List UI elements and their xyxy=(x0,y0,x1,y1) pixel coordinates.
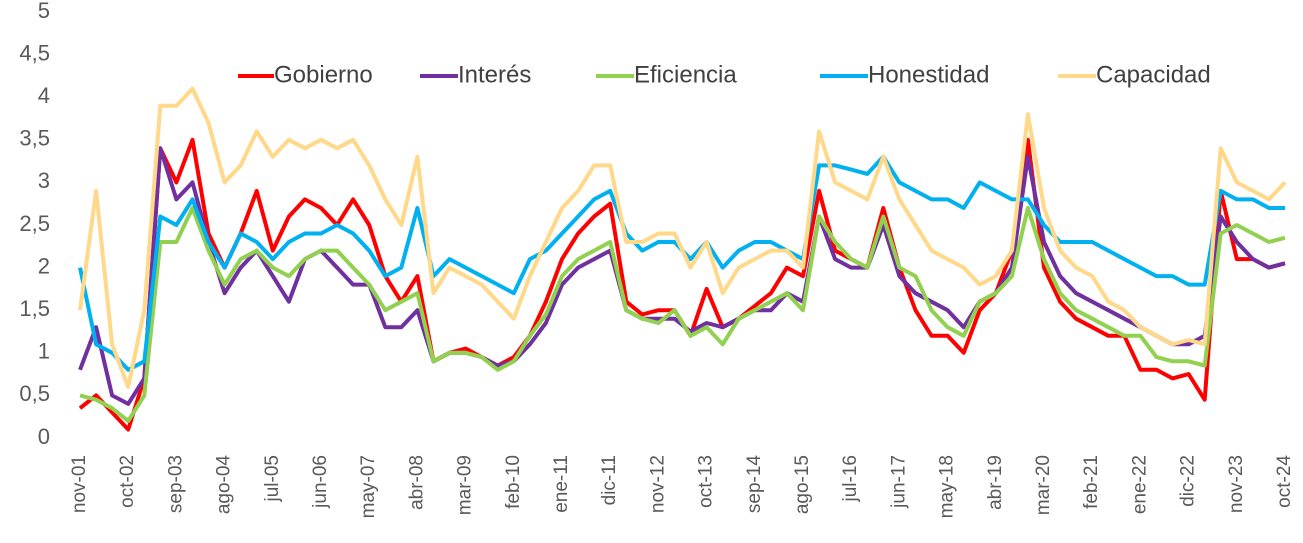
x-tick-label: dic-11 xyxy=(599,455,620,505)
legend-label: Eficiencia xyxy=(634,61,737,88)
x-tick-label: abr-19 xyxy=(985,455,1006,510)
legend-label: Honestidad xyxy=(868,61,989,88)
x-tick-label: sep-14 xyxy=(744,455,765,514)
y-tick-label: 4,5 xyxy=(19,40,50,65)
x-tick-label: jul-05 xyxy=(262,455,283,502)
y-tick-label: 4 xyxy=(38,83,50,108)
x-tick-label: mar-20 xyxy=(1033,455,1054,515)
y-tick-label: 5 xyxy=(38,0,50,23)
x-tick-label: oct-13 xyxy=(696,455,717,508)
x-tick-label: nov-12 xyxy=(647,455,668,513)
x-tick-label: mar-09 xyxy=(455,455,476,515)
series-line xyxy=(78,86,1287,389)
x-tick-label: jun-17 xyxy=(888,455,909,509)
x-tick-label: oct-24 xyxy=(1274,455,1295,508)
legend-label: Gobierno xyxy=(274,61,373,88)
x-tick-label: ago-15 xyxy=(792,455,813,514)
series-line xyxy=(78,137,1286,432)
x-tick-label: ene-22 xyxy=(1129,455,1150,514)
y-tick-label: 1 xyxy=(38,339,50,364)
series-line xyxy=(79,206,1286,423)
y-tick-label: 1,5 xyxy=(19,296,50,321)
x-tick-label: ago-04 xyxy=(214,455,235,515)
y-tick-label: 0 xyxy=(38,424,50,449)
y-tick-label: 3,5 xyxy=(19,126,50,151)
x-tick-label: oct-02 xyxy=(117,455,138,508)
y-tick-label: 2,5 xyxy=(19,211,50,236)
x-tick-label: jun-06 xyxy=(310,455,331,509)
y-tick-label: 0,5 xyxy=(19,381,50,406)
x-tick-label: feb-10 xyxy=(503,455,524,509)
x-tick-label: may-07 xyxy=(358,455,379,518)
x-tick-label: sep-03 xyxy=(165,455,186,513)
x-tick-label: jul-16 xyxy=(840,455,861,502)
y-tick-label: 3 xyxy=(38,168,50,193)
x-tick-label: ene-11 xyxy=(551,455,572,513)
x-tick-label: may-18 xyxy=(937,455,958,518)
legend-label: Interés xyxy=(458,61,531,88)
series-line xyxy=(78,154,1285,372)
x-tick-label: abr-08 xyxy=(406,455,427,510)
x-tick-label: nov-23 xyxy=(1226,455,1247,513)
x-tick-label: dic-22 xyxy=(1178,455,1199,507)
y-tick-label: 2 xyxy=(38,253,50,278)
x-tick-label: feb-21 xyxy=(1081,455,1102,509)
legend-label: Capacidad xyxy=(1096,61,1211,88)
x-tick-label: nov-01 xyxy=(69,455,90,513)
series-line xyxy=(78,146,1286,406)
